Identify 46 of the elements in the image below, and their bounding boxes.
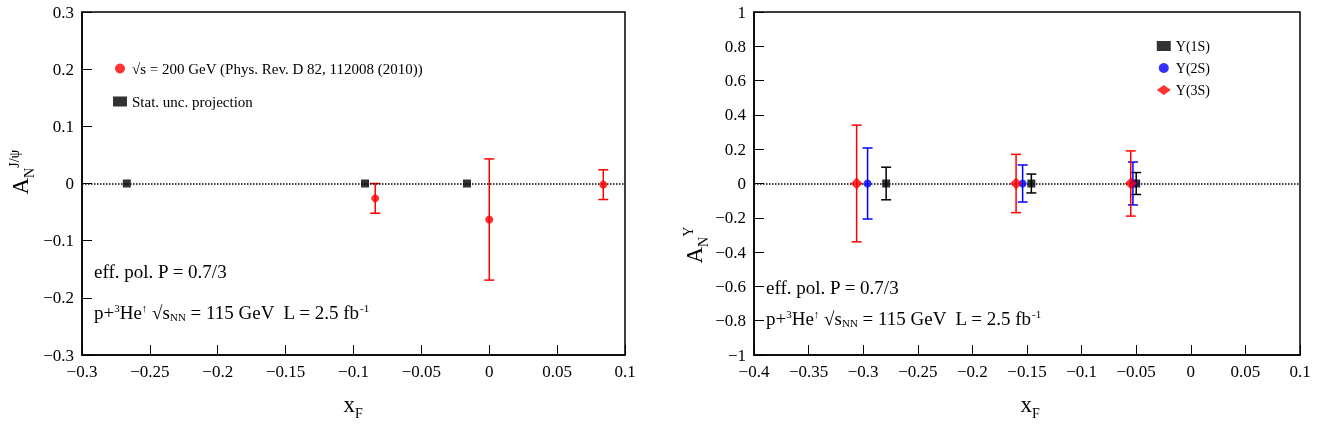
legend-label: √s = 200 GeV (Phys. Rev. D 82, 112008 (2010)): [132, 60, 423, 78]
x-tick-label: −0.25: [130, 362, 170, 381]
legend-label: Υ(3S): [1175, 82, 1211, 99]
y-tick-label: 0.2: [724, 139, 746, 159]
x-tick-label: 0.05: [542, 362, 572, 381]
x-tick-label: −0.2: [202, 362, 234, 381]
annotation: eff. pol. P = 0.7/3: [766, 277, 899, 298]
y-tick-label: 0.1: [52, 116, 74, 136]
y-tick-label: 0.4: [724, 105, 747, 125]
y-tick-label: −0.2: [43, 288, 74, 308]
x-tick-label: −0.05: [401, 362, 442, 381]
legend-label: Stat. unc. projection: [132, 93, 254, 110]
x-tick-label: −0.25: [898, 362, 938, 381]
x-axis-title: x$_{F}$: [1020, 392, 1040, 421]
y-tick-label: 0.2: [52, 59, 74, 79]
y-tick-label: 0.8: [724, 36, 746, 56]
y-tick-label: −1: [727, 345, 746, 365]
y-tick-label: 0.3: [52, 2, 74, 22]
y-tick-label: −0.6: [715, 276, 746, 296]
legend-label: Υ(1S): [1175, 38, 1211, 55]
x-tick-label: 0: [1186, 362, 1196, 381]
x-tick-label: 0.1: [1289, 362, 1311, 381]
x-tick-label: −0.1: [1066, 362, 1098, 381]
x-tick-label: −0.15: [1007, 362, 1047, 381]
y-tick-label: −0.1: [43, 231, 74, 251]
y-tick-label: −0.3: [43, 345, 74, 365]
x-tick-label: −0.3: [847, 362, 879, 381]
x-tick-label: −0.35: [788, 362, 829, 381]
x-tick-label: −0.2: [956, 362, 988, 381]
y-tick-label: −0.2: [715, 208, 746, 228]
x-tick-label: 0.05: [1230, 362, 1261, 381]
x-tick-label: −0.1: [338, 362, 369, 381]
x-tick-label: −0.3: [66, 362, 98, 381]
y-tick-label: 0.6: [724, 71, 746, 91]
x-tick-label: −0.15: [265, 362, 306, 381]
annotation: eff. pol. P = 0.7/3: [94, 261, 227, 282]
y-tick-label: 1: [737, 2, 746, 22]
y-tick-label: 0: [65, 174, 74, 193]
x-tick-label: −0.05: [1116, 362, 1156, 381]
x-axis-title: x$_{F}$: [343, 392, 363, 421]
legend-label: Υ(2S): [1175, 60, 1211, 77]
y-tick-label: −0.8: [715, 311, 746, 331]
x-tick-label: 0.1: [614, 362, 636, 381]
y-tick-label: −0.4: [715, 242, 747, 262]
x-tick-label: 0: [485, 362, 494, 381]
y-tick-label: 0: [737, 174, 746, 193]
